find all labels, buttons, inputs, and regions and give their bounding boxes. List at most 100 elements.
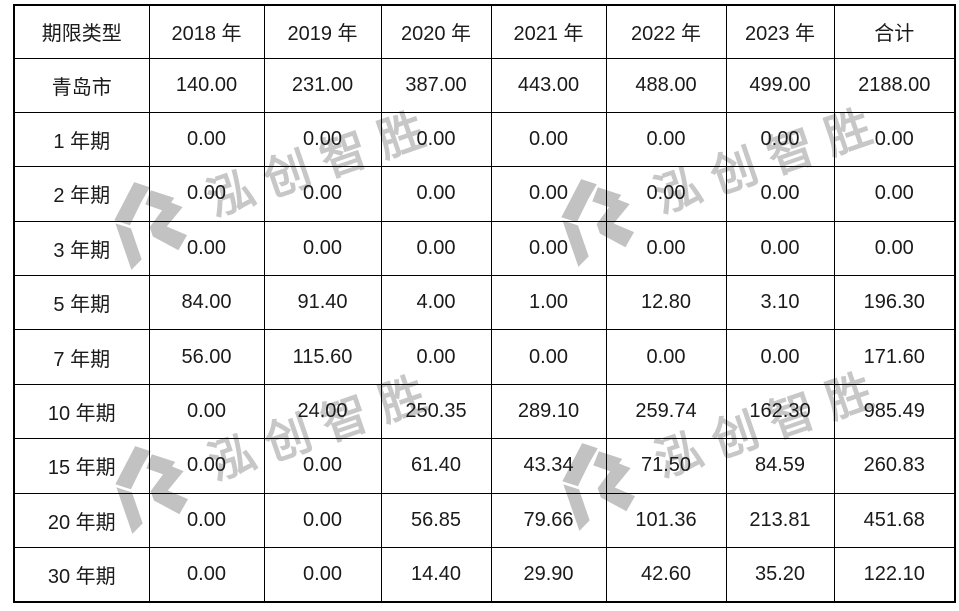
data-table: 期限类型 2018 年 2019 年 2020 年 2021 年 2022 年 2023 年… bbox=[13, 4, 956, 603]
value-cell: 0.00 bbox=[263, 220, 382, 277]
value-cell: 0.00 bbox=[725, 329, 835, 385]
value-cell: 0.00 bbox=[605, 329, 727, 385]
column-header: 2020 年 bbox=[380, 4, 492, 59]
column-header: 2018 年 bbox=[148, 4, 265, 59]
value-cell: 213.81 bbox=[725, 492, 835, 549]
value-cell: 196.30 bbox=[833, 275, 956, 331]
table-row: 3 年期 0.00 0.00 0.00 0.00 0.00 0.00 0.00 bbox=[13, 220, 956, 277]
value-cell: 91.40 bbox=[263, 275, 382, 331]
table-row: 30 年期 0.00 0.00 14.40 29.90 42.60 35.20 122.10 bbox=[13, 547, 956, 603]
table-row: 20 年期 0.00 0.00 56.85 79.66 101.36 213.81 451.6… bbox=[13, 492, 956, 549]
table-row: 1 年期 0.00 0.00 0.00 0.00 0.00 0.00 0.00 bbox=[13, 111, 956, 168]
value-cell: 79.66 bbox=[490, 492, 607, 549]
row-label: 5 年期 bbox=[13, 275, 150, 331]
value-cell: 0.00 bbox=[725, 166, 835, 222]
value-cell: 0.00 bbox=[380, 329, 492, 385]
value-cell: 3.10 bbox=[725, 275, 835, 331]
column-header: 2019 年 bbox=[263, 4, 382, 59]
table-row: 10 年期 0.00 24.00 250.35 289.10 259.74 162.30 98… bbox=[13, 383, 956, 440]
value-cell: 387.00 bbox=[380, 57, 492, 113]
value-cell: 0.00 bbox=[725, 220, 835, 277]
column-header: 2022 年 bbox=[605, 4, 727, 59]
value-cell: 0.00 bbox=[490, 220, 607, 277]
column-header: 2021 年 bbox=[490, 4, 607, 59]
value-cell: 84.00 bbox=[148, 275, 265, 331]
value-cell: 0.00 bbox=[490, 111, 607, 168]
value-cell: 0.00 bbox=[263, 547, 382, 603]
table-row: 青岛市 140.00 231.00 387.00 443.00 488.00 499.00 2… bbox=[13, 57, 956, 113]
table-row: 15 年期 0.00 0.00 61.40 43.34 71.50 84.59 260.83 bbox=[13, 438, 956, 494]
value-cell: 0.00 bbox=[148, 383, 265, 440]
value-cell: 0.00 bbox=[833, 166, 956, 222]
value-cell: 0.00 bbox=[833, 220, 956, 277]
value-cell: 0.00 bbox=[148, 492, 265, 549]
column-header: 合计 bbox=[833, 4, 956, 59]
value-cell: 985.49 bbox=[833, 383, 956, 440]
row-label: 2 年期 bbox=[13, 166, 150, 222]
value-cell: 499.00 bbox=[725, 57, 835, 113]
value-cell: 0.00 bbox=[605, 111, 727, 168]
value-cell: 250.35 bbox=[380, 383, 492, 440]
value-cell: 14.40 bbox=[380, 547, 492, 603]
table-row: 7 年期 56.00 115.60 0.00 0.00 0.00 0.00 171.60 bbox=[13, 329, 956, 385]
value-cell: 61.40 bbox=[380, 438, 492, 494]
table-row: 5 年期 84.00 91.40 4.00 1.00 12.80 3.10 196.30 bbox=[13, 275, 956, 331]
row-label: 30 年期 bbox=[13, 547, 150, 603]
value-cell: 0.00 bbox=[380, 166, 492, 222]
value-cell: 0.00 bbox=[833, 111, 956, 168]
value-cell: 0.00 bbox=[148, 111, 265, 168]
value-cell: 29.90 bbox=[490, 547, 607, 603]
value-cell: 0.00 bbox=[263, 438, 382, 494]
row-label: 15 年期 bbox=[13, 438, 150, 494]
value-cell: 0.00 bbox=[263, 111, 382, 168]
value-cell: 0.00 bbox=[148, 220, 265, 277]
row-label: 青岛市 bbox=[13, 57, 150, 113]
value-cell: 289.10 bbox=[490, 383, 607, 440]
value-cell: 35.20 bbox=[725, 547, 835, 603]
table-row: 2 年期 0.00 0.00 0.00 0.00 0.00 0.00 0.00 bbox=[13, 166, 956, 222]
value-cell: 0.00 bbox=[380, 111, 492, 168]
value-cell: 0.00 bbox=[263, 166, 382, 222]
row-label: 10 年期 bbox=[13, 383, 150, 440]
value-cell: 84.59 bbox=[725, 438, 835, 494]
value-cell: 122.10 bbox=[833, 547, 956, 603]
value-cell: 43.34 bbox=[490, 438, 607, 494]
value-cell: 56.85 bbox=[380, 492, 492, 549]
value-cell: 162.30 bbox=[725, 383, 835, 440]
value-cell: 0.00 bbox=[605, 220, 727, 277]
table-body: 青岛市 140.00 231.00 387.00 443.00 488.00 499.00 2… bbox=[13, 57, 956, 603]
value-cell: 488.00 bbox=[605, 57, 727, 113]
value-cell: 0.00 bbox=[725, 111, 835, 168]
value-cell: 451.68 bbox=[833, 492, 956, 549]
value-cell: 42.60 bbox=[605, 547, 727, 603]
column-header: 2023 年 bbox=[725, 4, 835, 59]
value-cell: 0.00 bbox=[148, 166, 265, 222]
value-cell: 0.00 bbox=[490, 329, 607, 385]
value-cell: 443.00 bbox=[490, 57, 607, 113]
value-cell: 71.50 bbox=[605, 438, 727, 494]
column-header-term-type: 期限类型 bbox=[13, 4, 150, 59]
value-cell: 2188.00 bbox=[833, 57, 956, 113]
row-label: 7 年期 bbox=[13, 329, 150, 385]
value-cell: 0.00 bbox=[605, 166, 727, 222]
value-cell: 259.74 bbox=[605, 383, 727, 440]
row-label: 3 年期 bbox=[13, 220, 150, 277]
value-cell: 56.00 bbox=[148, 329, 265, 385]
value-cell: 24.00 bbox=[263, 383, 382, 440]
value-cell: 0.00 bbox=[490, 166, 607, 222]
value-cell: 0.00 bbox=[263, 492, 382, 549]
value-cell: 115.60 bbox=[263, 329, 382, 385]
value-cell: 1.00 bbox=[490, 275, 607, 331]
value-cell: 0.00 bbox=[148, 547, 265, 603]
value-cell: 4.00 bbox=[380, 275, 492, 331]
value-cell: 140.00 bbox=[148, 57, 265, 113]
value-cell: 171.60 bbox=[833, 329, 956, 385]
value-cell: 12.80 bbox=[605, 275, 727, 331]
header-row: 期限类型 2018 年 2019 年 2020 年 2021 年 2022 年 2023 年… bbox=[13, 4, 956, 59]
row-label: 20 年期 bbox=[13, 492, 150, 549]
value-cell: 101.36 bbox=[605, 492, 727, 549]
value-cell: 0.00 bbox=[380, 220, 492, 277]
value-cell: 231.00 bbox=[263, 57, 382, 113]
row-label: 1 年期 bbox=[13, 111, 150, 168]
